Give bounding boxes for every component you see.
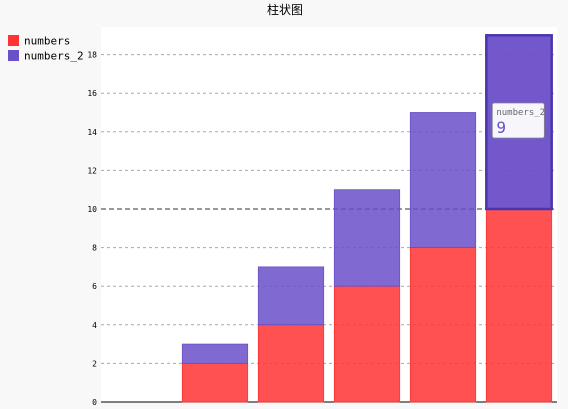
y-tick-label: 18	[87, 51, 97, 60]
y-tick-label: 4	[92, 321, 97, 330]
tooltip-series-name: numbers_2	[496, 108, 545, 118]
plot-area: 0 2 4 6 8 10 12 14 16 18	[87, 27, 557, 407]
legend-label-numbers_2: numbers_2	[24, 50, 84, 63]
bar-numbers	[485, 208, 553, 403]
bar-numbers	[181, 362, 249, 403]
tooltip-value: 9	[496, 118, 506, 137]
bar-numbers	[333, 285, 401, 403]
chart-title: 柱状图	[267, 2, 303, 17]
y-tick-label: 2	[92, 359, 97, 368]
legend-label-numbers: numbers	[24, 35, 70, 48]
legend: numbers numbers_2	[8, 35, 84, 63]
bar-numbers_2	[257, 266, 325, 326]
y-tick-label: 0	[92, 398, 97, 407]
bar-numbers_2	[181, 343, 249, 364]
y-tick-label: 8	[92, 244, 97, 253]
tooltip: numbers_29	[491, 102, 545, 139]
legend-swatch-numbers_2	[8, 50, 19, 61]
y-tick-label: 14	[87, 128, 97, 137]
bar-numbers_2	[333, 189, 401, 287]
bar-numbers	[257, 324, 325, 403]
legend-swatch-numbers	[8, 35, 19, 46]
y-tick-label: 6	[92, 282, 97, 291]
y-tick-label: 16	[87, 89, 97, 98]
bar-numbers_2	[409, 112, 477, 249]
tooltip-box	[491, 102, 545, 139]
y-tick-label: 12	[87, 166, 97, 175]
bar-numbers	[409, 247, 477, 403]
y-tick-label: 10	[87, 205, 97, 214]
plot-background	[101, 27, 557, 402]
